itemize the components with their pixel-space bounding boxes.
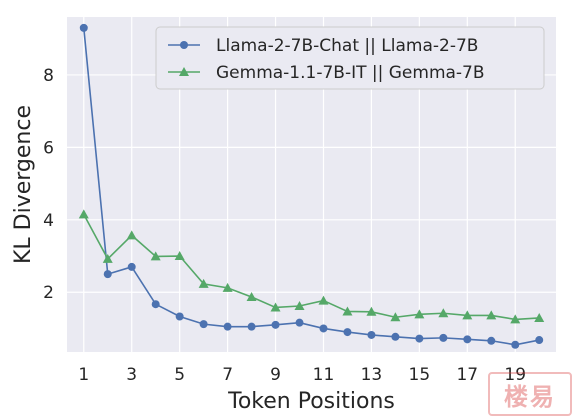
legend-item: Gemma-1.1-7B-IT || Gemma-7B <box>168 63 485 83</box>
data-point <box>318 295 329 305</box>
data-point <box>486 310 497 320</box>
legend: Llama-2-7B-Chat || Llama-2-7B Gemma-1.1-7… <box>155 26 545 90</box>
data-point <box>319 324 328 333</box>
legend-label: Llama-2-7B-Chat || Llama-2-7B <box>216 36 478 56</box>
series-line <box>82 27 540 346</box>
data-point <box>535 336 544 345</box>
legend-marker <box>180 41 188 49</box>
data-point <box>198 278 209 288</box>
data-point <box>487 336 496 345</box>
x-tick-label: 3 <box>126 365 137 385</box>
legend-item: Llama-2-7B-Chat || Llama-2-7B <box>168 36 478 56</box>
watermark-stamp: 楼易 <box>488 372 572 416</box>
y-tick-label: 8 <box>43 66 54 86</box>
data-point <box>439 333 448 342</box>
data-point <box>150 251 161 261</box>
data-point <box>391 332 400 341</box>
x-tick-label: 17 <box>456 365 478 385</box>
x-axis-label: Token Positions <box>227 389 395 414</box>
data-point <box>414 309 425 319</box>
data-point <box>343 328 352 337</box>
data-point <box>367 330 376 339</box>
data-point <box>151 300 160 309</box>
legend-label: Gemma-1.1-7B-IT || Gemma-7B <box>216 63 485 83</box>
x-tick-label: 11 <box>313 365 335 385</box>
series-llama <box>79 23 544 349</box>
data-point <box>342 306 353 316</box>
data-point <box>175 312 184 321</box>
data-point <box>223 322 232 331</box>
data-point <box>534 312 545 322</box>
series-layer <box>78 23 545 349</box>
x-tick-label: 9 <box>270 365 281 385</box>
series-gemma <box>78 209 545 324</box>
data-point <box>295 318 304 327</box>
x-tick-label: 1 <box>78 365 89 385</box>
data-point <box>247 322 256 331</box>
data-point <box>366 306 377 316</box>
data-point <box>79 23 88 32</box>
y-tick-label: 4 <box>43 211 54 231</box>
data-point <box>511 340 520 349</box>
data-point <box>415 334 424 343</box>
x-tick-label: 19 <box>504 365 526 385</box>
data-point <box>102 253 113 263</box>
data-point <box>462 310 473 320</box>
data-point <box>199 320 208 329</box>
data-point <box>438 308 449 318</box>
data-point <box>463 335 472 344</box>
data-point <box>78 209 89 219</box>
x-tick-label: 7 <box>222 365 233 385</box>
data-point <box>127 262 136 271</box>
series-line <box>83 213 540 321</box>
data-point <box>271 320 280 329</box>
data-point <box>126 230 137 240</box>
legend-marker <box>179 67 189 76</box>
data-point <box>222 282 233 292</box>
data-point <box>246 291 257 301</box>
data-point <box>294 301 305 311</box>
data-point <box>174 251 185 261</box>
x-tick-label: 5 <box>174 365 185 385</box>
x-tick-label: 15 <box>409 365 431 385</box>
legend-box <box>155 26 545 90</box>
y-tick-label: 2 <box>43 283 54 303</box>
x-tick-label: 13 <box>361 365 383 385</box>
y-axis-label: KL Divergence <box>11 105 36 264</box>
y-tick-label: 6 <box>43 138 54 158</box>
data-point <box>510 314 521 324</box>
data-point <box>103 270 112 279</box>
data-point <box>390 312 401 322</box>
data-point <box>270 302 281 312</box>
